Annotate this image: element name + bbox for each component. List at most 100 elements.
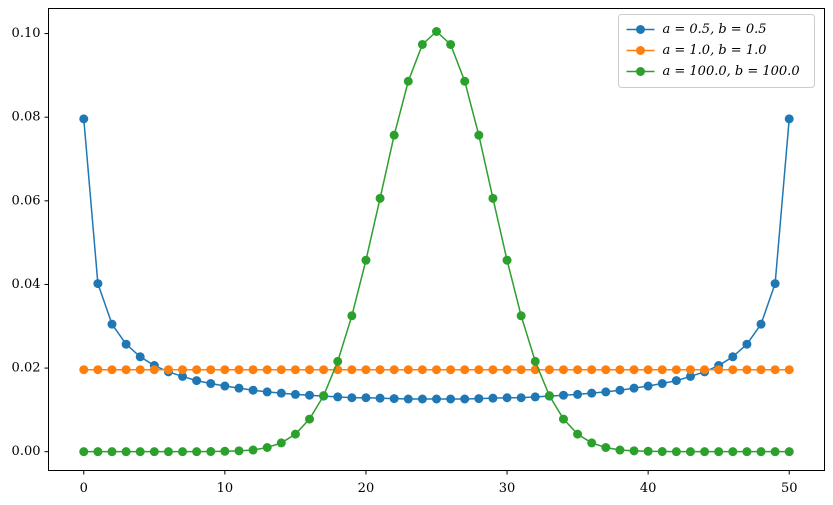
point <box>742 339 752 349</box>
point <box>587 365 597 375</box>
point <box>149 447 159 457</box>
point <box>770 279 780 289</box>
point <box>262 365 272 375</box>
point <box>319 391 329 401</box>
x-tick-label: 40 <box>640 481 657 496</box>
point <box>573 365 583 375</box>
point <box>770 447 780 457</box>
point <box>728 352 738 362</box>
point <box>389 394 399 404</box>
point <box>700 365 710 375</box>
point <box>234 365 244 375</box>
point <box>79 114 89 124</box>
point <box>516 365 526 375</box>
point <box>629 365 639 375</box>
point <box>305 365 315 375</box>
y-tick-label: 0.10 <box>12 26 41 41</box>
point <box>558 390 568 400</box>
point <box>530 392 540 402</box>
point <box>784 114 794 124</box>
point <box>290 389 300 399</box>
legend-marker <box>636 46 645 55</box>
point <box>446 365 456 375</box>
point <box>248 365 258 375</box>
y-tick-label: 0.08 <box>12 110 41 125</box>
y-tick-label: 0.06 <box>12 193 41 208</box>
point <box>135 447 145 457</box>
point <box>615 445 625 455</box>
point <box>615 365 625 375</box>
point <box>107 365 117 375</box>
point <box>149 365 159 375</box>
x-tick-label: 0 <box>80 481 88 496</box>
point <box>460 76 470 86</box>
point <box>178 365 188 375</box>
legend-box <box>618 14 815 88</box>
point <box>446 394 456 404</box>
y-tick-label: 0.02 <box>12 361 41 376</box>
point <box>714 365 724 375</box>
point <box>657 447 667 457</box>
point <box>643 446 653 456</box>
y-tick-label: 0.04 <box>12 277 41 292</box>
point <box>544 391 554 401</box>
point <box>389 365 399 375</box>
point <box>403 76 413 86</box>
point <box>192 376 202 386</box>
point <box>460 365 470 375</box>
point <box>206 447 216 457</box>
point <box>417 39 427 49</box>
point <box>262 387 272 397</box>
point <box>488 193 498 203</box>
legend-label: a = 0.5, b = 0.5 <box>663 22 767 37</box>
point <box>305 414 315 424</box>
point <box>220 365 230 375</box>
point <box>220 446 230 456</box>
legend-marker <box>636 67 645 76</box>
point <box>756 365 766 375</box>
point <box>417 394 427 404</box>
point <box>432 26 441 36</box>
point <box>79 365 89 375</box>
point <box>107 319 117 329</box>
point <box>770 365 780 375</box>
legend-marker <box>636 25 645 34</box>
point <box>276 438 286 448</box>
point <box>220 381 230 391</box>
point <box>629 383 639 393</box>
point <box>234 446 244 456</box>
point <box>135 352 145 362</box>
plot-frame <box>48 8 825 471</box>
point <box>685 365 695 375</box>
x-tick-label: 50 <box>781 481 798 496</box>
point <box>79 447 89 457</box>
point <box>643 365 653 375</box>
point <box>615 385 625 395</box>
point <box>474 394 484 404</box>
point <box>601 365 611 375</box>
point <box>403 365 413 375</box>
point <box>446 39 456 49</box>
point <box>432 394 441 404</box>
point <box>93 279 103 289</box>
point <box>333 356 343 366</box>
point <box>192 447 202 457</box>
point <box>178 447 188 457</box>
point <box>248 445 258 455</box>
point <box>192 365 202 375</box>
point <box>558 414 568 424</box>
series-line <box>83 30 790 453</box>
point <box>107 447 117 457</box>
point <box>756 447 766 457</box>
point <box>756 319 766 329</box>
point <box>163 447 173 457</box>
point <box>93 447 103 457</box>
point <box>347 393 357 403</box>
point <box>389 130 399 140</box>
point <box>290 429 300 439</box>
point <box>685 447 695 457</box>
point <box>206 379 216 389</box>
point <box>601 387 611 397</box>
legend-label: a = 1.0, b = 1.0 <box>663 43 767 58</box>
